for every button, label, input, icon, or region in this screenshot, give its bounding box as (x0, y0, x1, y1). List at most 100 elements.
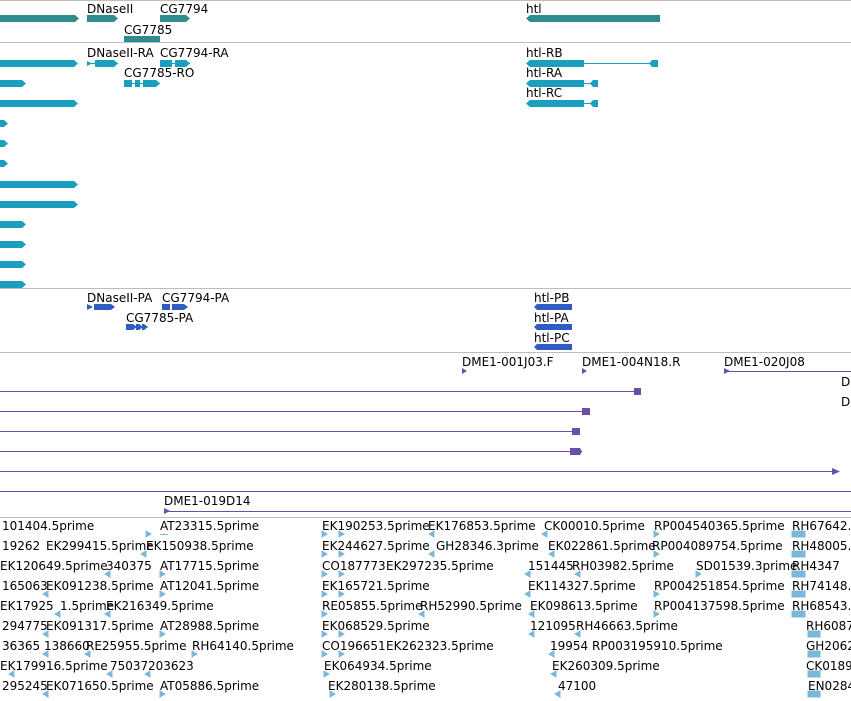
transcript-glyph-htl-rc[interactable] (526, 100, 598, 107)
est-glyph[interactable] (42, 630, 49, 638)
clone-label-d-1[interactable]: D (841, 375, 851, 389)
transcript-glyph[interactable] (0, 281, 26, 288)
clone-glyph-dme1-020j08[interactable] (724, 368, 851, 374)
protein-glyph-cg7785-pa[interactable] (126, 324, 148, 330)
est-glyph[interactable] (807, 670, 821, 678)
est-label[interactable]: RP004540365.5prime (654, 519, 785, 533)
est-glyph[interactable] (791, 530, 806, 538)
est-label[interactable]: RH64140.5prime (192, 639, 294, 653)
transcript-glyph[interactable] (0, 261, 26, 268)
protein-label-cg7785-pa[interactable]: CG7785-PA (126, 311, 194, 325)
clone-label-dme1-019d14[interactable]: DME1-019D14 (164, 494, 251, 508)
gene-glyph-htl[interactable] (526, 15, 660, 22)
est-glyph[interactable] (428, 530, 435, 538)
clone-glyph[interactable] (0, 448, 582, 455)
est-label[interactable]: CK00010.5prime (544, 519, 645, 533)
protein-label-htl-pa[interactable]: htl-PA (534, 311, 569, 325)
transcript-glyph[interactable] (0, 140, 8, 147)
est-label[interactable]: AT23315.5prime (160, 519, 260, 533)
est-label[interactable]: EK091238.5prime (46, 579, 154, 593)
est-glyph[interactable] (807, 630, 821, 638)
est-label[interactable]: EK190253.5prime (322, 519, 430, 533)
est-label[interactable]: 1.5prime (60, 599, 115, 613)
est-glyph[interactable] (159, 630, 166, 638)
transcript-glyph-cg7785-ro[interactable] (124, 80, 160, 87)
est-label[interactable]: EK114327.5prime (528, 579, 636, 593)
protein-label-cg7794-pa[interactable]: CG7794-PA (162, 291, 230, 305)
est-label[interactable]: 121095 (530, 619, 576, 633)
est-label[interactable]: EK262323.5prime (386, 639, 494, 653)
est-label[interactable]: EK150938.5prime (146, 539, 254, 553)
clone-glyph[interactable] (0, 388, 641, 395)
transcript-label-htl-rb[interactable]: htl-RB (526, 46, 563, 60)
est-glyph[interactable] (695, 570, 702, 578)
est-label[interactable]: RH74148. (792, 579, 851, 593)
est-label[interactable]: 203623 (148, 659, 194, 673)
est-glyph[interactable] (791, 610, 806, 618)
est-glyph[interactable] (106, 670, 113, 678)
est-glyph[interactable] (524, 590, 531, 598)
est-label[interactable]: AT17715.5prime (160, 559, 260, 573)
est-label[interactable]: RP004251854.5prime (654, 579, 785, 593)
clone-label-d-2[interactable]: D (841, 395, 851, 409)
est-glyph[interactable] (321, 630, 328, 638)
est-label[interactable]: AT28988.5prime (160, 619, 260, 633)
transcript-glyph-dnaseii-ra[interactable] (87, 60, 118, 67)
est-label[interactable]: EK165721.5prime (322, 579, 430, 593)
est-label[interactable]: 101404.5prime (2, 519, 95, 533)
clone-label-dme1-001j03[interactable]: DME1-001J03.F (462, 355, 554, 369)
est-glyph[interactable] (524, 570, 531, 578)
est-glyph[interactable] (528, 610, 535, 618)
transcript-label-htl-ra[interactable]: htl-RA (526, 66, 563, 80)
est-glyph[interactable] (574, 630, 581, 638)
clone-glyph-dme1-019d14[interactable] (164, 508, 851, 514)
est-glyph[interactable] (42, 690, 49, 698)
protein-label-htl-pc[interactable]: htl-PC (534, 331, 570, 345)
est-label[interactable]: 36365 (2, 639, 41, 653)
est-glyph[interactable] (321, 610, 328, 618)
est-glyph[interactable] (54, 610, 61, 618)
est-label[interactable]: EK244627.5prime (322, 539, 430, 553)
est-label[interactable]: RH68543. (792, 599, 851, 613)
est-label[interactable]: EK098613.5prime (530, 599, 638, 613)
clone-glyph[interactable] (0, 428, 580, 435)
est-glyph[interactable] (338, 570, 345, 578)
est-glyph[interactable] (550, 670, 557, 678)
est-glyph[interactable] (548, 550, 555, 558)
est-glyph[interactable] (791, 570, 806, 578)
est-glyph[interactable] (574, 570, 581, 578)
est-label[interactable]: RH52990.5prime (420, 599, 522, 613)
est-label[interactable]: CO196651 (322, 639, 386, 653)
est-glyph[interactable] (329, 690, 336, 698)
transcript-label-cg7794-ra[interactable]: CG7794-RA (160, 46, 229, 60)
est-glyph[interactable] (653, 590, 660, 598)
est-label[interactable]: EK068529.5prime (322, 619, 430, 633)
est-glyph[interactable] (653, 550, 660, 558)
clone-label-dme1-020j08[interactable]: DME1-020J08 (724, 355, 805, 369)
est-label[interactable]: RH48005. (792, 539, 851, 553)
transcript-glyph[interactable] (0, 221, 26, 228)
est-glyph[interactable] (338, 530, 345, 538)
est-glyph[interactable] (653, 530, 660, 538)
clone-glyph-dme1-004n18[interactable] (582, 368, 724, 374)
est-label[interactable]: RE25955.5prime (86, 639, 187, 653)
est-glyph[interactable] (338, 650, 345, 658)
est-glyph[interactable] (791, 590, 806, 598)
est-label[interactable]: SD01539.3prime (696, 559, 798, 573)
est-label[interactable]: EK299415.5prime (46, 539, 154, 553)
est-label[interactable]: EK17925 (0, 599, 54, 613)
est-label[interactable]: EK280138.5prime (328, 679, 436, 693)
gene-label-cg7785[interactable]: CG7785 (124, 23, 173, 37)
protein-glyph-htl-pc[interactable] (534, 344, 572, 350)
est-label[interactable]: EN0284 (808, 679, 851, 693)
transcript-glyph[interactable] (0, 181, 78, 188)
est-label[interactable]: AT12041.5prime (160, 579, 260, 593)
est-label[interactable]: EK091317.5prime (46, 619, 154, 633)
est-glyph[interactable] (159, 590, 166, 598)
est-label[interactable]: 295245 (2, 679, 48, 693)
est-label[interactable]: RP003195910.5prime (592, 639, 723, 653)
est-glyph[interactable] (42, 650, 49, 658)
est-label[interactable]: EK260309.5prime (552, 659, 660, 673)
est-glyph[interactable] (321, 570, 328, 578)
est-glyph[interactable] (653, 610, 660, 618)
